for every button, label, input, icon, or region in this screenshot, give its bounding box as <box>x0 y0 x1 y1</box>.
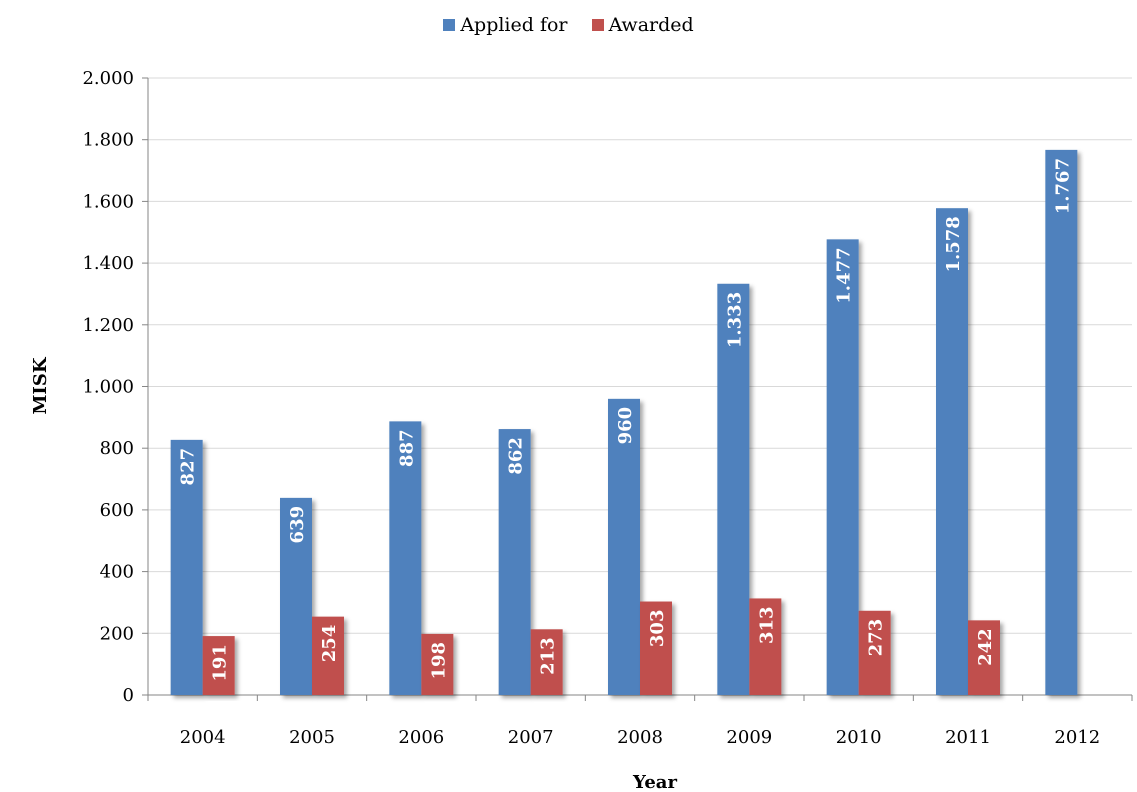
bar-applied-for <box>498 429 531 695</box>
x-tick-label: 2005 <box>289 727 335 748</box>
bar-applied-for <box>280 497 312 695</box>
bar-applied-for <box>608 398 640 695</box>
data-label: 1.578 <box>943 216 964 272</box>
bar-applied-for <box>1045 149 1078 695</box>
y-tick-label: 0 <box>123 685 134 706</box>
data-label: 254 <box>319 625 340 663</box>
data-label: 198 <box>428 642 449 680</box>
bar-applied-for <box>389 421 422 695</box>
y-axis-title: MISK <box>30 356 51 414</box>
bar-applied-for <box>717 283 750 695</box>
y-tick-label: 200 <box>100 623 134 644</box>
y-tick-label: 600 <box>100 500 134 521</box>
bar-awarded <box>202 636 235 695</box>
bar-awarded <box>640 601 672 695</box>
data-label: 827 <box>178 448 199 486</box>
legend-label-applied-for: Applied for <box>460 14 568 36</box>
bar-awarded <box>530 629 563 695</box>
y-tick-label: 1.400 <box>82 253 134 274</box>
x-tick-label: 2009 <box>726 727 772 748</box>
y-tick-label: 2.000 <box>82 68 134 89</box>
x-tick-label: 2012 <box>1054 727 1100 748</box>
data-label: 639 <box>287 506 308 544</box>
y-tick-label: 1.000 <box>82 377 134 398</box>
legend-item-awarded: Awarded <box>591 14 694 36</box>
bar-applied-for <box>826 239 859 695</box>
data-label: 303 <box>647 610 668 648</box>
data-labels: 827 191 639 254 887 198 862 213 960 303 1.333 313 1.… <box>178 158 1074 682</box>
x-tick-label: 2011 <box>945 727 991 748</box>
x-tick-label: 2004 <box>180 727 226 748</box>
x-tick-label: 2008 <box>617 727 663 748</box>
data-label: 1.333 <box>724 292 745 348</box>
data-label: 313 <box>756 606 777 644</box>
axes: 0 200 400 600 800 1.000 1.200 1.400 1.600 1.800 2.… <box>82 68 1133 748</box>
data-label: 242 <box>975 628 996 666</box>
bar-awarded <box>968 620 1000 695</box>
y-tick-label: 1.800 <box>82 130 134 151</box>
bar-applied-for <box>936 208 968 695</box>
bar-awarded <box>858 610 891 695</box>
chart-legend: Applied for Awarded <box>0 14 1137 36</box>
y-tick-label: 1.600 <box>82 191 134 212</box>
data-label: 1.767 <box>1052 158 1073 214</box>
data-label: 887 <box>396 429 417 467</box>
bar-awarded <box>749 598 782 695</box>
bar-awarded <box>421 633 454 695</box>
bar-awarded <box>312 616 344 695</box>
y-tick-label: 400 <box>100 562 134 583</box>
data-label: 191 <box>210 644 231 682</box>
data-label: 213 <box>538 637 559 675</box>
bar-applied-for <box>170 439 203 695</box>
data-label: 862 <box>506 437 527 475</box>
x-axis-title: Year <box>632 772 677 792</box>
data-label: 273 <box>866 619 887 657</box>
data-label: 960 <box>615 407 636 445</box>
data-label: 1.477 <box>834 247 855 303</box>
legend-item-applied-for: Applied for <box>443 14 568 36</box>
y-tick-label: 1.200 <box>82 315 134 336</box>
legend-swatch-applied-for <box>443 19 456 31</box>
legend-swatch-awarded <box>591 19 604 31</box>
legend-label-awarded: Awarded <box>608 14 694 36</box>
x-tick-label: 2006 <box>398 727 444 748</box>
x-tick-label: 2007 <box>508 727 554 748</box>
y-tick-label: 800 <box>100 438 134 459</box>
x-tick-label: 2010 <box>836 727 882 748</box>
bars <box>170 149 1078 695</box>
